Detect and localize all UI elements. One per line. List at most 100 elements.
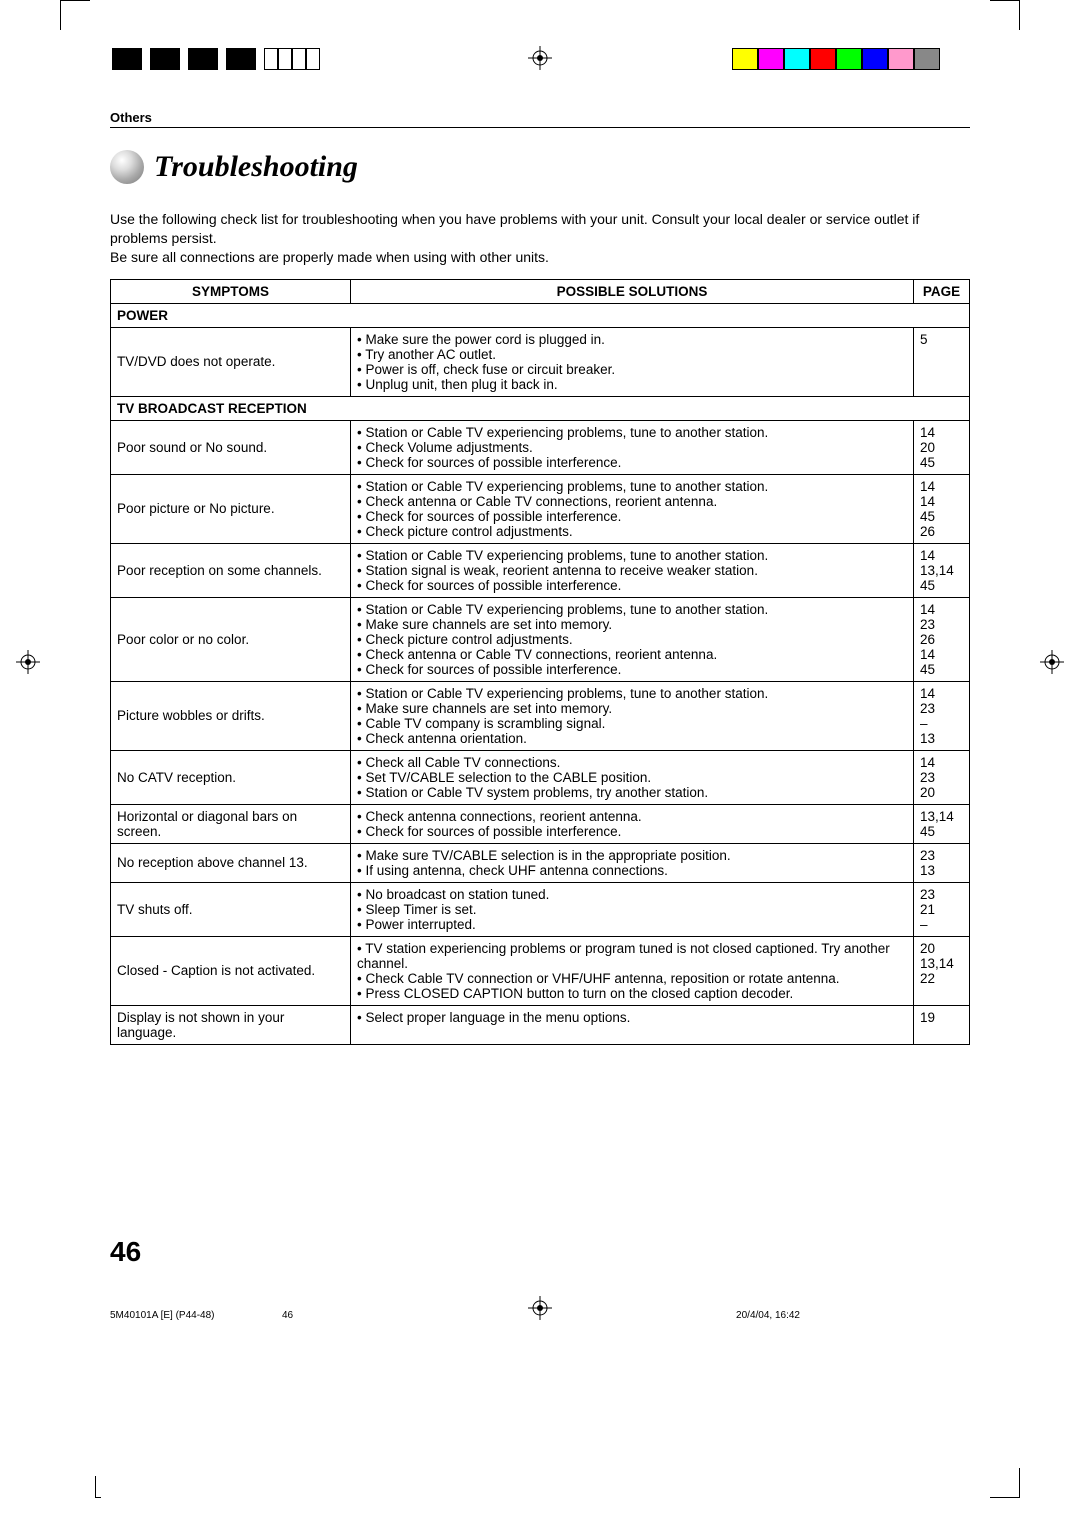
page-cell: 13,1445 <box>914 804 970 843</box>
page-ref: 20 <box>920 785 963 800</box>
footer-doc-id: 5M40101A [E] (P44-48) <box>110 1310 215 1321</box>
solution-line: • Check antenna or Cable TV connections,… <box>357 494 907 509</box>
page-cell: 19 <box>914 1005 970 1044</box>
solution-line: • Check antenna orientation. <box>357 731 907 746</box>
page-ref: 45 <box>920 662 963 677</box>
solution-line: • Check picture control adjustments. <box>357 524 907 539</box>
table-section-label: TV BROADCAST RECEPTION <box>111 396 970 420</box>
page-ref: 23 <box>920 848 963 863</box>
page-ref: 23 <box>920 770 963 785</box>
table-section-row: POWER <box>111 303 970 327</box>
page-cell: 142045 <box>914 420 970 474</box>
symptom-cell: No reception above channel 13. <box>111 843 351 882</box>
page-title: Troubleshooting <box>154 150 358 184</box>
solution-cell: • Station or Cable TV experiencing probl… <box>351 420 914 474</box>
solution-line: • Station or Cable TV experiencing probl… <box>357 479 907 494</box>
solution-cell: • Make sure the power cord is plugged in… <box>351 327 914 396</box>
table-section-row: TV BROADCAST RECEPTION <box>111 396 970 420</box>
page-ref: 13,14 <box>920 563 963 578</box>
solution-cell: • Station or Cable TV experiencing probl… <box>351 681 914 750</box>
table-section-label: POWER <box>111 303 970 327</box>
solution-line: • Check for sources of possible interfer… <box>357 509 907 524</box>
page-ref: 45 <box>920 578 963 593</box>
page-ref: 23 <box>920 617 963 632</box>
solution-cell: • Select proper language in the menu opt… <box>351 1005 914 1044</box>
intro-text: Use the following check list for trouble… <box>110 210 970 267</box>
table-row: Poor sound or No sound.• Station or Cabl… <box>111 420 970 474</box>
solution-line: • If using antenna, check UHF antenna co… <box>357 863 907 878</box>
table-row: Picture wobbles or drifts. • Station or C… <box>111 681 970 750</box>
table-row: Poor picture or No picture. • Station or … <box>111 474 970 543</box>
page-ref: 13,14 <box>920 809 963 824</box>
page-ref: 14 <box>920 647 963 662</box>
registration-mark-icon <box>528 1296 552 1320</box>
page-ref: 14 <box>920 479 963 494</box>
solution-line: • Make sure channels are set into memory… <box>357 701 907 716</box>
table-row: Poor color or no color.• Station or Cabl… <box>111 597 970 681</box>
symptom-cell: No CATV reception. <box>111 750 351 804</box>
color-swatch <box>836 48 862 70</box>
crop-mark <box>95 1476 101 1498</box>
page-cell: 1413,1445 <box>914 543 970 597</box>
page-ref: 20 <box>920 440 963 455</box>
page-ref: 22 <box>920 971 963 986</box>
symptom-cell: Display is not shown in your language. <box>111 1005 351 1044</box>
page-ref: 14 <box>920 602 963 617</box>
page-ref: – <box>920 716 963 731</box>
footer-metadata: 5M40101A [E] (P44-48) 46 20/4/04, 16:42 <box>0 1248 1080 1268</box>
symptom-cell: Poor picture or No picture. <box>111 474 351 543</box>
symptom-cell: TV shuts off. <box>111 882 351 936</box>
solution-line: • Select proper language in the menu opt… <box>357 1010 907 1025</box>
page-cell: 5 <box>914 327 970 396</box>
solution-line: • Check Volume adjustments. <box>357 440 907 455</box>
solution-line: • Make sure channels are set into memory… <box>357 617 907 632</box>
color-swatch <box>862 48 888 70</box>
symptom-cell: Poor reception on some channels. <box>111 543 351 597</box>
calibration-bw-boxes <box>112 48 320 70</box>
table-row: No reception above channel 13.• Make sur… <box>111 843 970 882</box>
registration-mark-icon <box>528 46 552 70</box>
symptom-cell: TV/DVD does not operate. <box>111 327 351 396</box>
page-ref: 19 <box>920 1010 963 1025</box>
solution-line: • Station or Cable TV experiencing probl… <box>357 686 907 701</box>
page-ref: 23 <box>920 887 963 902</box>
color-swatch <box>758 48 784 70</box>
solution-line: • Try another AC outlet. <box>357 347 907 362</box>
page-ref: 26 <box>920 524 963 539</box>
symptom-cell: Picture wobbles or drifts. <box>111 681 351 750</box>
solution-cell: • Check all Cable TV connections.• Set T… <box>351 750 914 804</box>
solution-line: • Check for sources of possible interfer… <box>357 455 907 470</box>
table-row: No CATV reception.• Check all Cable TV c… <box>111 750 970 804</box>
page-cell: 1423261445 <box>914 597 970 681</box>
registration-mark-icon <box>1040 650 1064 674</box>
page-cell: 1423–13 <box>914 681 970 750</box>
page-ref: 14 <box>920 494 963 509</box>
solution-line: • No broadcast on station tuned. <box>357 887 907 902</box>
footer-sheet-page: 46 <box>282 1310 293 1321</box>
intro-p2: Be sure all connections are properly mad… <box>110 249 549 265</box>
solution-cell: • Make sure TV/CABLE selection is in the… <box>351 843 914 882</box>
solution-line: • Check all Cable TV connections. <box>357 755 907 770</box>
page-cell: 14144526 <box>914 474 970 543</box>
color-swatch <box>810 48 836 70</box>
solution-line: • Set TV/CABLE selection to the CABLE po… <box>357 770 907 785</box>
page-cell: 2313 <box>914 843 970 882</box>
page-ref: 45 <box>920 824 963 839</box>
page-ref: 13 <box>920 731 963 746</box>
solution-cell: • Station or Cable TV experiencing probl… <box>351 543 914 597</box>
solution-line: • Station signal is weak, reorient anten… <box>357 563 907 578</box>
solution-line: • Sleep Timer is set. <box>357 902 907 917</box>
page-ref: 5 <box>920 332 963 347</box>
solution-line: • Press CLOSED CAPTION button to turn on… <box>357 986 907 1001</box>
table-row: Closed - Caption is not activated.• TV s… <box>111 936 970 1005</box>
crop-mark <box>60 0 90 30</box>
calibration-color-boxes <box>732 48 940 70</box>
solution-line: • Station or Cable TV experiencing probl… <box>357 425 907 440</box>
solution-line: • Check antenna or Cable TV connections,… <box>357 647 907 662</box>
page-ref: 14 <box>920 755 963 770</box>
table-row: Display is not shown in your language. • … <box>111 1005 970 1044</box>
page-ref: 13 <box>920 863 963 878</box>
crop-mark <box>990 0 1020 30</box>
solution-line: • Station or Cable TV system problems, t… <box>357 785 907 800</box>
solution-line: • Power interrupted. <box>357 917 907 932</box>
